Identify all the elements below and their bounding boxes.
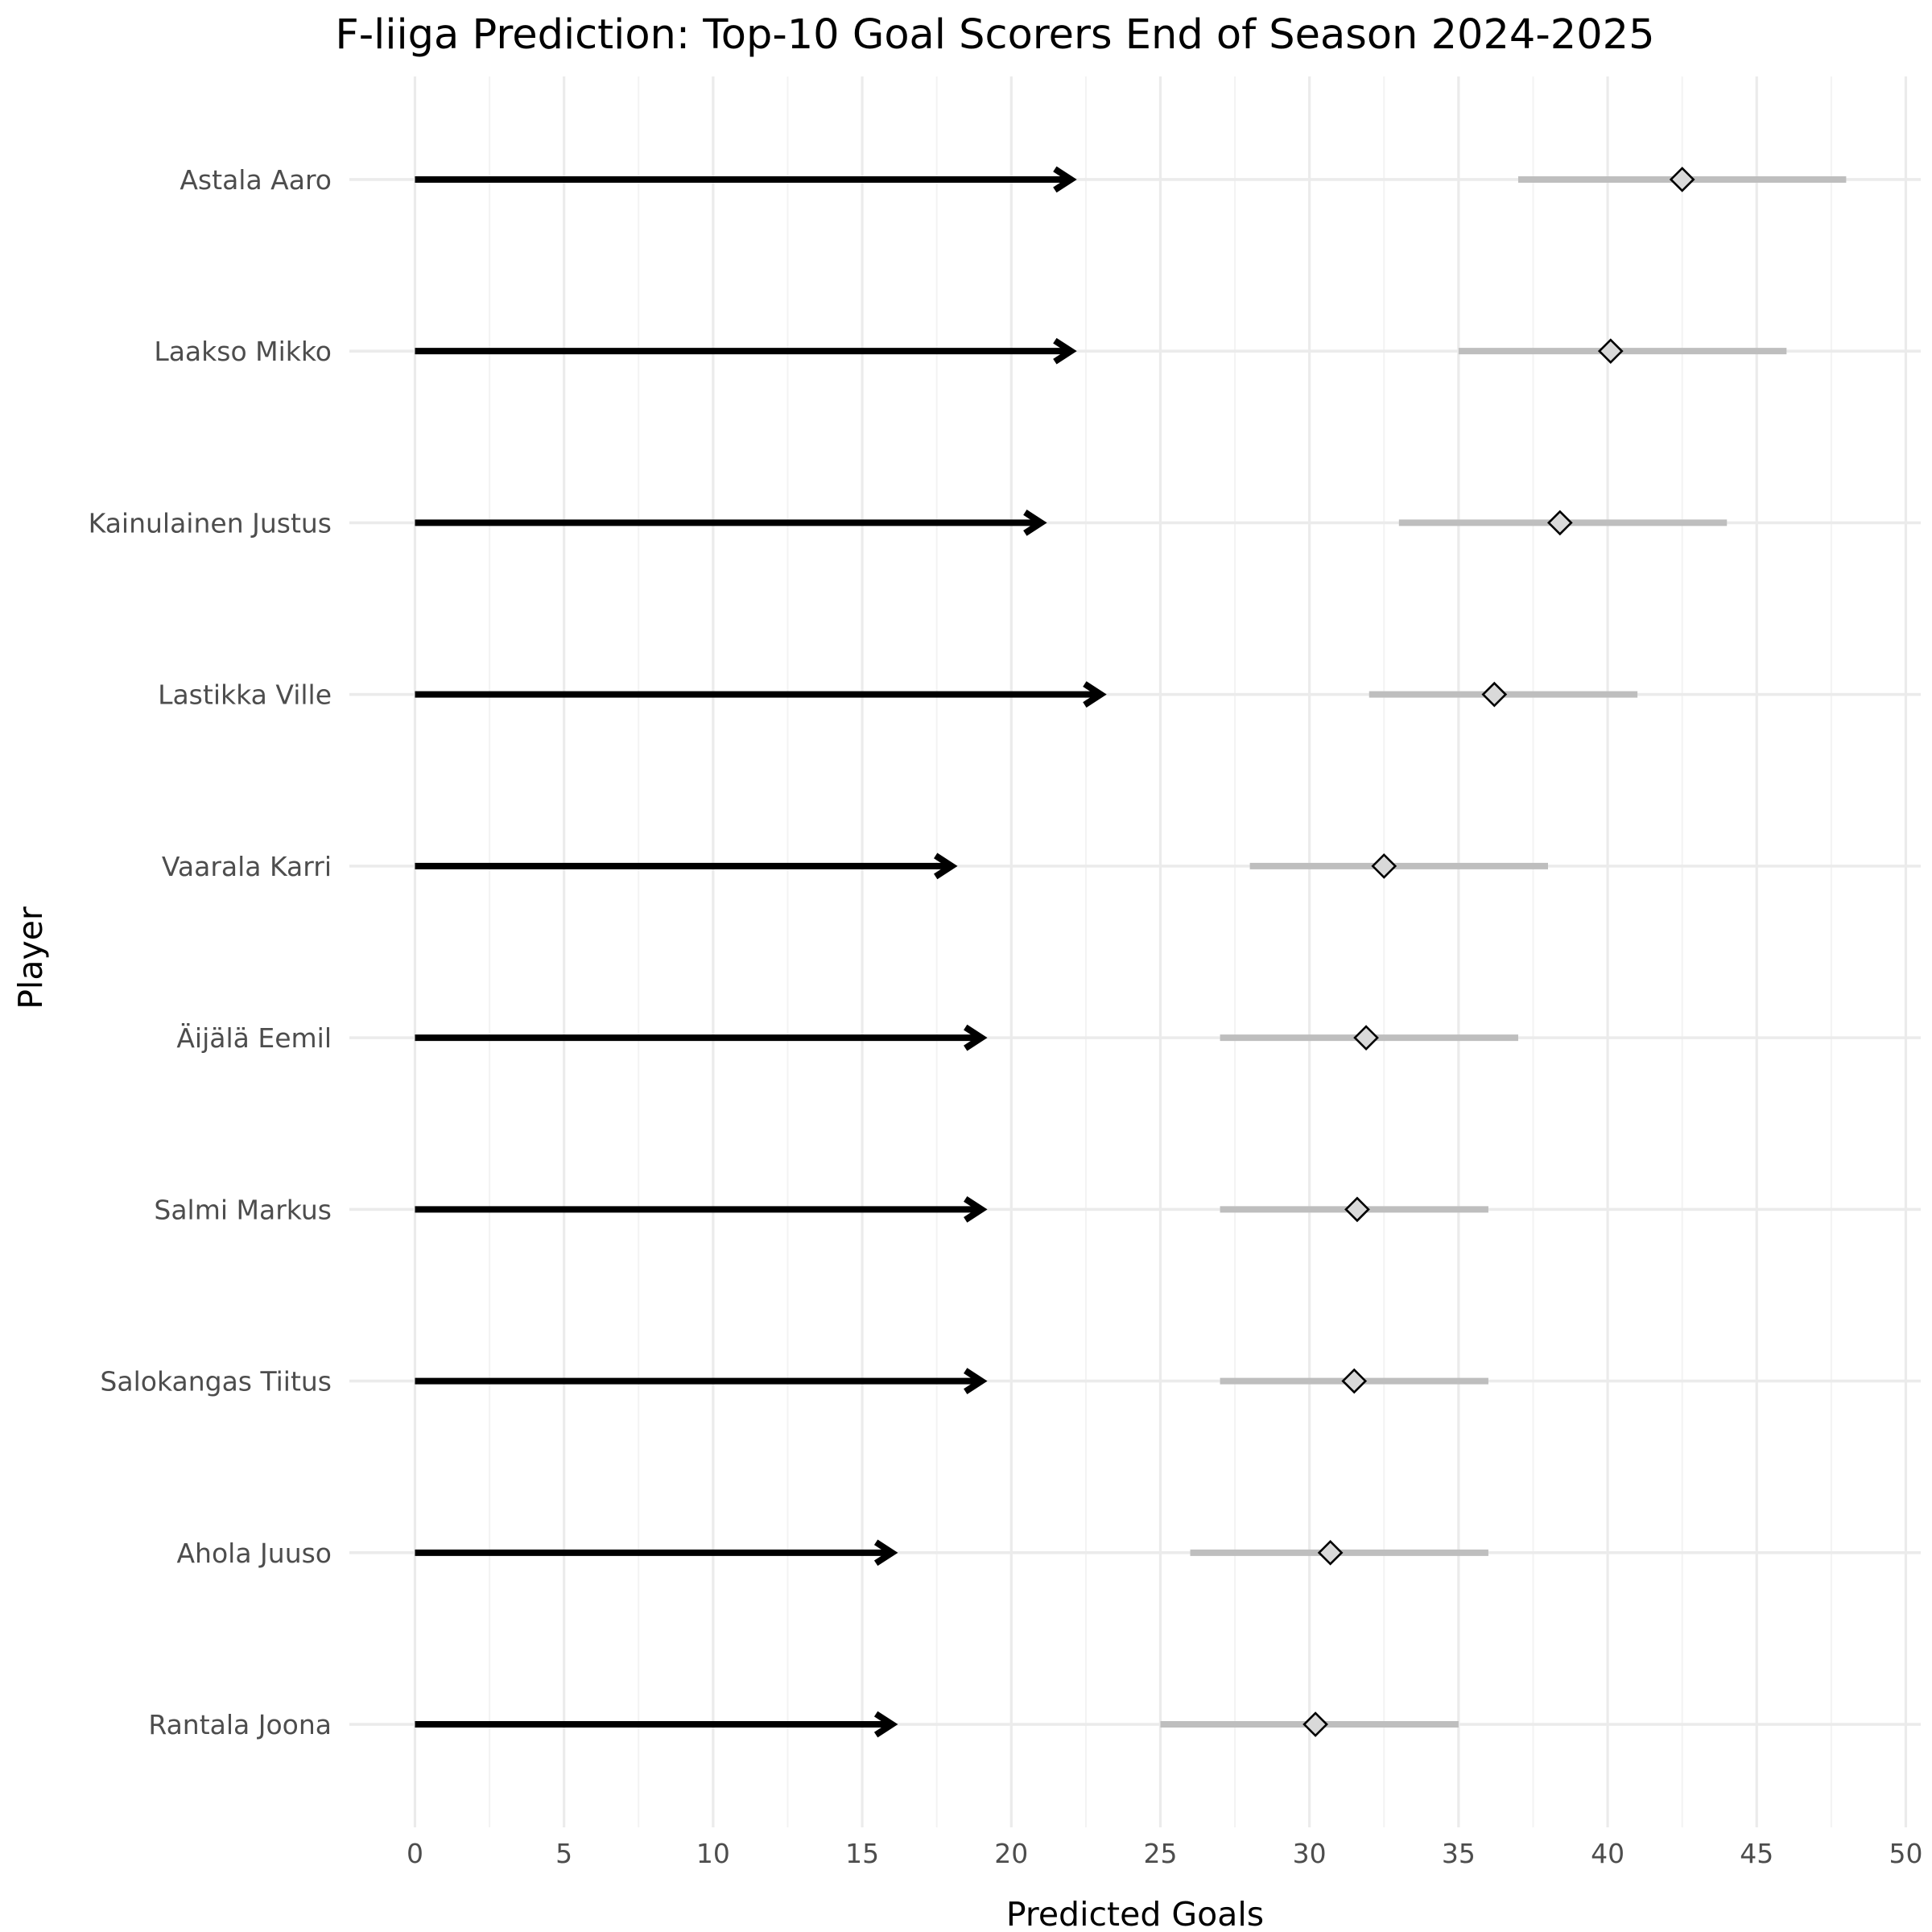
x-tick-labels: 0 5 10 15 20 25 30 35 40 45 50 <box>407 1838 1922 1869</box>
y-tick-labels: Astala Aaro Laakso Mikko Kainulainen Justu… <box>89 164 332 1740</box>
player-label: Salmi Markus <box>154 1194 332 1225</box>
x-tick-label: 10 <box>696 1838 730 1869</box>
x-tick-label: 20 <box>994 1838 1028 1869</box>
arrow-head <box>1053 337 1077 365</box>
predicted-goals-point <box>1481 681 1508 708</box>
x-tick-label: 15 <box>845 1838 879 1869</box>
arrow-head <box>1023 510 1047 536</box>
player-label: Laakso Mikko <box>154 336 332 367</box>
arrow-head <box>964 1368 988 1394</box>
player-label: Astala Aaro <box>180 164 332 196</box>
x-tick-label: 50 <box>1889 1838 1922 1869</box>
player-label: Vaarala Karri <box>162 851 332 882</box>
y-axis-title: Player <box>11 906 50 1009</box>
x-tick-label: 40 <box>1591 1838 1624 1869</box>
arrow-head <box>1083 681 1107 708</box>
x-axis-title: Predicted Goals <box>1006 1895 1264 1932</box>
arrow-head <box>873 1539 898 1567</box>
predicted-goals-point <box>1546 510 1573 536</box>
arrow-head <box>934 852 958 880</box>
player-label: Lastikka Ville <box>158 679 332 711</box>
player-label: Kainulainen Justus <box>89 507 332 539</box>
player-label: Äijälä Eemil <box>176 1022 332 1054</box>
data-marks <box>415 166 1847 1738</box>
predicted-goals-point <box>1353 1025 1379 1051</box>
predicted-goals-point <box>1302 1711 1328 1737</box>
x-tick-label: 25 <box>1143 1838 1177 1869</box>
predicted-goals-point <box>1344 1196 1370 1223</box>
minor-grid <box>489 76 1832 1827</box>
arrow-head <box>1053 166 1077 193</box>
x-tick-label: 5 <box>555 1838 572 1869</box>
arrow-head <box>964 1024 988 1051</box>
x-tick-label: 35 <box>1442 1838 1476 1869</box>
predicted-goals-point <box>1341 1368 1368 1394</box>
chart-title: F-liiga Prediction: Top-10 Goal Scorers … <box>335 11 1654 59</box>
arrow-head <box>964 1195 988 1223</box>
player-label: Ahola Juuso <box>176 1538 332 1569</box>
x-tick-label: 45 <box>1740 1838 1773 1869</box>
player-label: Rantala Joona <box>148 1709 332 1740</box>
x-tick-label: 30 <box>1293 1838 1327 1869</box>
predicted-goals-point <box>1371 853 1397 879</box>
player-label: Salokangas Tiitus <box>100 1366 332 1397</box>
predicted-goals-point <box>1317 1539 1344 1566</box>
x-tick-label: 0 <box>407 1838 423 1869</box>
predicted-goals-point <box>1669 167 1695 192</box>
arrow-head <box>873 1711 898 1738</box>
predicted-goals-point <box>1597 338 1624 365</box>
